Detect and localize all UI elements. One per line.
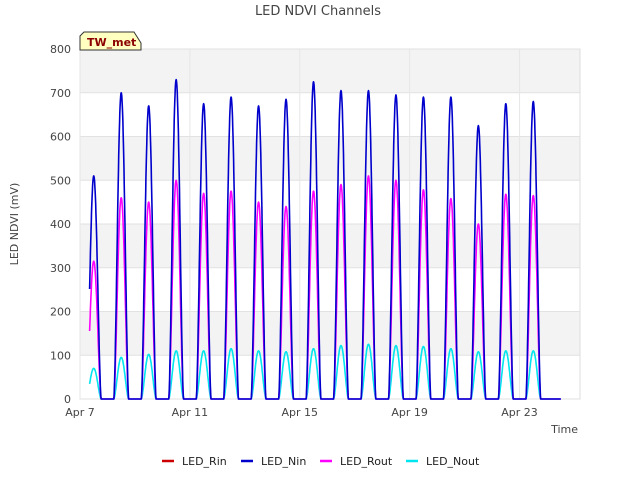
plot-band — [80, 136, 580, 181]
y-tick-label: 400 — [50, 218, 71, 231]
station-badge: TW_met — [79, 31, 142, 51]
plot-band — [80, 267, 580, 312]
legend-label: LED_Nout — [426, 455, 480, 468]
y-tick-label: 0 — [64, 393, 71, 406]
y-tick-label: 600 — [50, 131, 71, 144]
x-axis-label: Time — [550, 423, 578, 436]
station-badge-label: TW_met — [87, 36, 136, 49]
y-axis-ticks: 0 100 200 300 400 500 600 700 800 — [50, 43, 71, 406]
y-tick-label: 500 — [50, 174, 71, 187]
series-line-led_nin — [88, 78, 562, 400]
plot-band — [80, 311, 580, 356]
y-tick-label: 200 — [50, 306, 71, 319]
x-axis-ticks: Apr 7 Apr 11 Apr 15 Apr 19 Apr 23 — [65, 406, 538, 419]
plot-band — [80, 180, 580, 224]
x-tick-label: Apr 23 — [501, 406, 538, 419]
x-tick-label: Apr 15 — [282, 406, 319, 419]
series-lines — [88, 78, 562, 400]
legend-label: LED_Nin — [261, 455, 306, 468]
plot-band — [80, 224, 580, 268]
y-tick-label: 700 — [50, 87, 71, 100]
legend: LED_Rin LED_Nin LED_Rout LED_Nout — [162, 455, 480, 468]
chart-title: LED NDVI Channels — [255, 4, 381, 19]
x-tick-label: Apr 11 — [172, 406, 209, 419]
y-axis-label: LED NDVI (mV) — [8, 183, 21, 266]
plot-band — [80, 92, 580, 137]
x-tick-label: Apr 7 — [65, 406, 95, 419]
legend-label: LED_Rout — [340, 455, 393, 468]
background-bands — [80, 49, 580, 399]
legend-label: LED_Rin — [182, 455, 227, 468]
y-tick-label: 300 — [50, 262, 71, 275]
x-tick-label: Apr 19 — [391, 406, 428, 419]
y-tick-label: 800 — [50, 43, 71, 56]
y-tick-label: 100 — [50, 349, 71, 362]
plot-band — [80, 49, 580, 93]
plot-band — [80, 355, 580, 399]
